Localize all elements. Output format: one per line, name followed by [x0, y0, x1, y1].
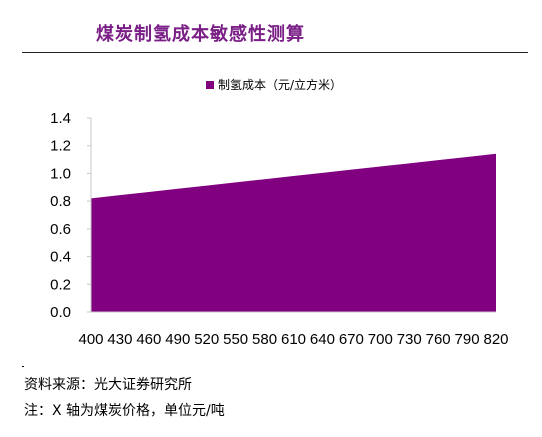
axis-note: 注：X 轴为煤炭价格，单位元/吨 — [24, 403, 225, 419]
x-tick-label: 730 — [397, 331, 422, 348]
legend: 制氢成本（元/立方米） — [206, 76, 342, 93]
x-tick-label: 670 — [339, 331, 364, 348]
x-tick-label: 520 — [194, 331, 219, 348]
x-tick-label: 640 — [310, 331, 335, 348]
y-tick-label: 0.8 — [50, 193, 71, 210]
x-tick-label: 430 — [107, 331, 132, 348]
x-tick-label: 700 — [368, 331, 393, 348]
x-tick-label: 490 — [165, 331, 190, 348]
title-divider — [22, 52, 528, 53]
y-tick-label: 1.0 — [50, 165, 71, 182]
x-tick-label: 400 — [78, 331, 103, 348]
x-tick-label: 580 — [252, 331, 277, 348]
chart-title: 煤炭制氢成本敏感性测算 — [96, 24, 305, 45]
y-tick-label: 0.4 — [50, 249, 71, 266]
x-tick-label: 760 — [426, 331, 451, 348]
footer-marker — [22, 366, 24, 367]
y-tick-label: 0.0 — [50, 304, 71, 321]
y-tick-label: 1.4 — [50, 110, 71, 127]
y-tick-label: 1.2 — [50, 138, 71, 155]
y-tick-label: 0.2 — [50, 276, 71, 293]
legend-swatch — [206, 80, 214, 89]
x-tick-label: 790 — [455, 331, 480, 348]
x-tick-label: 460 — [136, 331, 161, 348]
legend-label: 制氢成本（元/立方米） — [218, 78, 343, 92]
series-area — [91, 153, 496, 312]
x-tick-label: 550 — [223, 331, 248, 348]
x-tick-label: 610 — [281, 331, 306, 348]
y-tick-label: 0.6 — [50, 221, 71, 238]
source-note: 资料来源：光大证券研究所 — [24, 377, 192, 393]
x-tick-label: 820 — [483, 331, 508, 348]
